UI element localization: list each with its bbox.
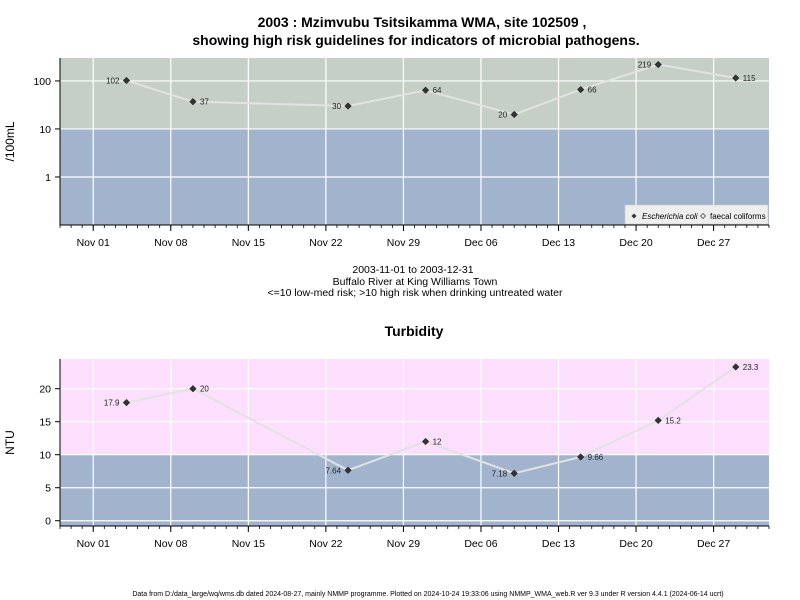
microbial-x-tick-label: Nov 08	[154, 237, 187, 249]
turbidity-y-tick-label: 0	[45, 516, 51, 528]
turbidity-y-tick-label: 5	[45, 483, 51, 495]
turbidity-data-point	[577, 453, 585, 461]
turbidity-x-tick-label: Nov 22	[309, 538, 342, 550]
microbial-x-tick-label: Nov 29	[387, 237, 420, 249]
microbial-data-point	[654, 60, 662, 69]
microbial-series-line	[126, 63, 736, 116]
microbial-x-tick-label: Dec 13	[542, 237, 575, 249]
chart1-site-name: Buffalo River at King Williams Town	[333, 276, 498, 288]
turbidity-x-tick-label: Nov 15	[232, 538, 265, 550]
turbidity-low-risk-band	[60, 454, 769, 526]
turbidity-y-tick-label: 20	[39, 384, 51, 396]
turbidity-series-line	[126, 366, 737, 475]
turbidity-data-label: 17.9	[104, 399, 120, 408]
turbidity-high-risk-band	[60, 359, 769, 455]
legend-box	[624, 204, 769, 225]
chart1-title-line1: 2003 : Mzimvubu Tsitsikamma WMA, site 10…	[258, 14, 587, 30]
microbial-data-point	[577, 85, 585, 94]
turbidity-x-tick-label: Dec 27	[697, 538, 730, 550]
microbial-data-label: 20	[498, 110, 507, 119]
turbidity-y-tick-label: 10	[39, 450, 51, 462]
microbial-data-label: 102	[106, 77, 120, 86]
turbidity-plot-panel: 0 5 10 15 20 Nov 01 Nov 08 Nov 15 Nov 22 Nov 29 De…	[3, 359, 770, 550]
turbidity-data-point	[732, 363, 740, 371]
turbidity-data-label: 15.2	[665, 416, 681, 425]
microbial-plot-panel: 1 10 100 Nov 01 Nov 08 Nov 15 Nov 22 Nov 29 Dec …	[3, 58, 770, 249]
microbial-y-axis-label: /100mL	[3, 121, 17, 161]
microbial-x-tick-label: Nov 15	[232, 237, 265, 249]
microbial-x-tick-label: Nov 01	[77, 237, 110, 249]
turbidity-data-label: 7.18	[492, 469, 508, 478]
turbidity-x-tick-label: Nov 01	[77, 538, 110, 550]
microbial-y-tick-label: 1	[45, 172, 51, 184]
turbidity-data-point	[344, 466, 352, 474]
microbial-data-label: 66	[588, 86, 597, 95]
turbidity-data-label: 12	[433, 438, 442, 447]
microbial-data-point	[189, 98, 197, 106]
microbial-x-tick-label: Dec 27	[697, 237, 730, 249]
turbidity-x-tick-label: Dec 06	[464, 538, 497, 550]
microbial-data-point	[732, 74, 740, 82]
microbial-x-tick-label: Dec 06	[464, 237, 497, 249]
chart1-date-range: 2003-11-01 to 2003-12-31	[352, 264, 473, 276]
turbidity-data-label: 7.64	[325, 466, 341, 475]
microbial-data-label: 30	[332, 102, 341, 111]
legend-faecal-label: faecal coliforms	[710, 212, 766, 221]
turbidity-data-label: 23.3	[743, 363, 759, 372]
chart1-risk-note: <=10 low-med risk; >10 high risk when dr…	[267, 287, 563, 299]
turbidity-data-point	[122, 398, 131, 407]
turbidity-data-point	[510, 469, 518, 477]
microbial-y-tick-label: 100	[33, 76, 51, 88]
legend-ecoli-symbol	[631, 213, 637, 219]
turbidity-x-tick-label: Nov 08	[154, 538, 187, 550]
microbial-data-label: 219	[638, 61, 652, 70]
turbidity-data-point	[654, 416, 662, 425]
turbidity-x-tick-label: Nov 29	[387, 538, 420, 550]
turbidity-y-tick-label: 15	[39, 417, 51, 429]
legend-ecoli-label: Escherichia coli	[642, 212, 698, 221]
footer-note: Data from D:/data_large/wq/wms.db dated …	[132, 591, 723, 598]
microbial-data-label: 115	[743, 74, 756, 83]
microbial-data-point	[344, 102, 352, 110]
turbidity-data-point	[189, 385, 197, 393]
turbidity-data-label: 9.66	[588, 453, 604, 462]
microbial-data-label: 37	[200, 98, 209, 107]
turbidity-data-point	[421, 437, 430, 446]
chart2-title: Turbidity	[385, 323, 444, 339]
microbial-data-label: 64	[433, 86, 442, 95]
microbial-x-tick-label: Dec 20	[619, 237, 652, 249]
turbidity-x-tick-label: Dec 13	[542, 538, 575, 550]
turbidity-y-axis-label: NTU	[3, 430, 17, 455]
microbial-data-point	[122, 76, 131, 85]
microbial-y-tick-label: 10	[39, 124, 51, 136]
turbidity-data-label: 20	[200, 385, 209, 394]
microbial-data-point	[421, 86, 430, 94]
turbidity-x-tick-label: Dec 20	[619, 538, 652, 550]
chart1-title-line2: showing high risk guidelines for indicat…	[192, 32, 639, 48]
microbial-data-point	[510, 110, 518, 119]
legend-faecal-symbol	[700, 213, 706, 219]
microbial-x-tick-label: Nov 22	[309, 237, 342, 249]
chart1-legend: Escherichia coli faecal coliforms	[624, 204, 769, 225]
